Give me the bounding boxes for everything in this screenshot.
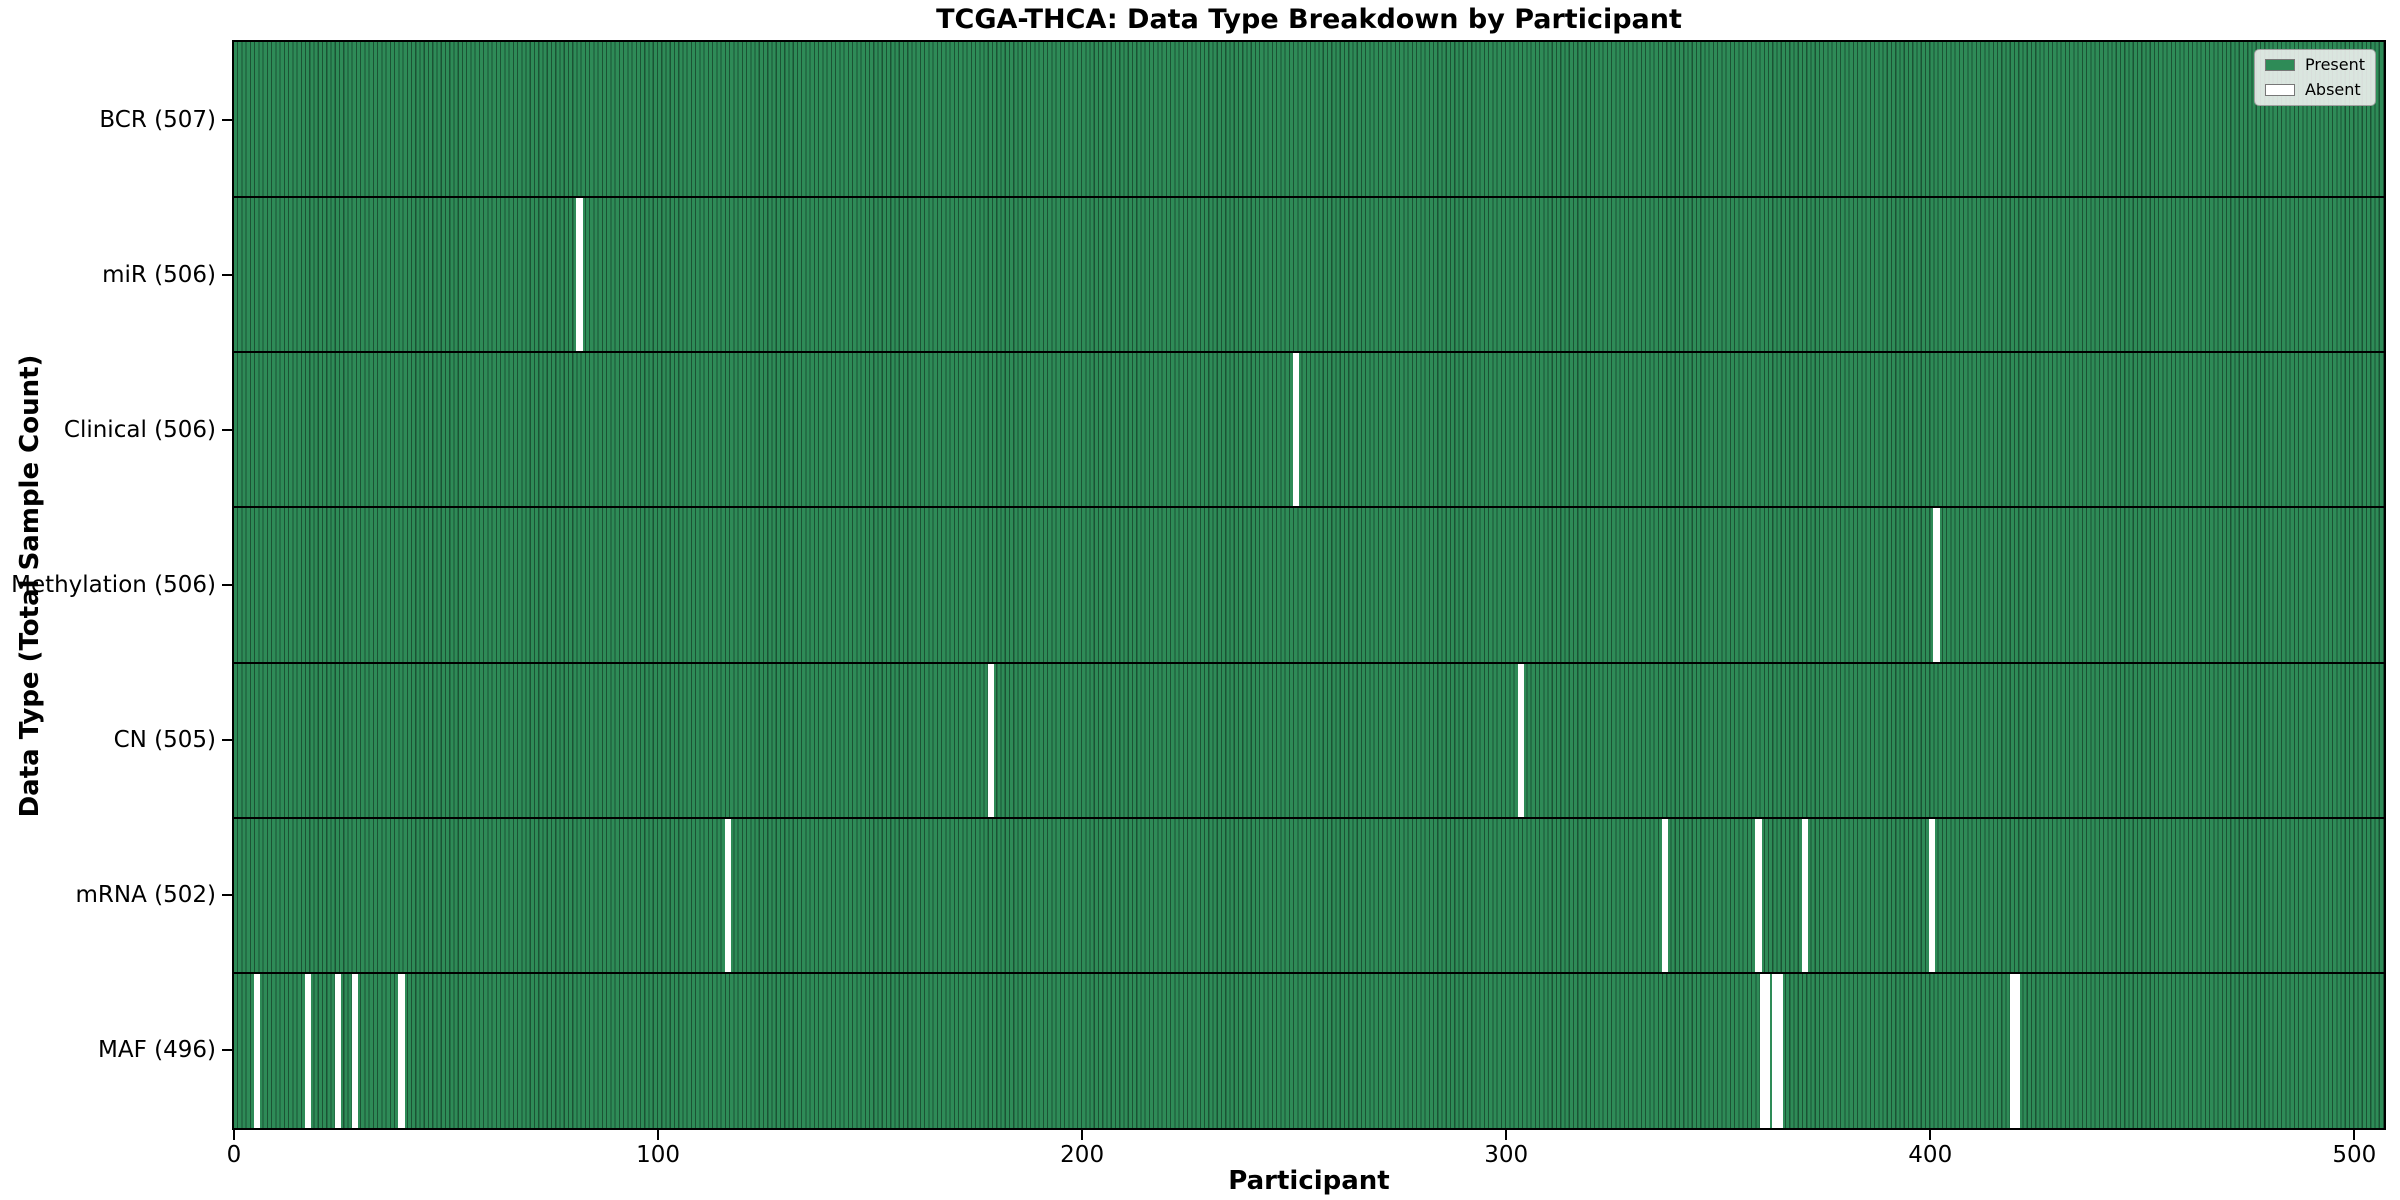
- absent-swatch-icon: [2264, 84, 2295, 96]
- row-separator: [234, 351, 2384, 354]
- heatmap-row-bcr: [234, 42, 2384, 198]
- absent-gap: [987, 662, 995, 818]
- y-tick-mark: [222, 1049, 232, 1052]
- absent-gap: [1759, 972, 1766, 1128]
- x-tick-label: 500: [2332, 1142, 2377, 1168]
- absent-gap: [1933, 507, 1940, 663]
- absent-gap: [576, 197, 583, 353]
- y-tick-label: miR (506): [102, 261, 216, 288]
- plot-area: Present Absent: [232, 40, 2386, 1130]
- absent-gap: [2009, 972, 2017, 1128]
- x-tick-mark: [1929, 1130, 1932, 1140]
- present-swatch-icon: [2264, 59, 2295, 71]
- heatmap-row-clinical: [234, 352, 2384, 508]
- absent-gap: [1662, 817, 1669, 973]
- row-separator: [234, 661, 2384, 664]
- absent-gap: [1755, 817, 1762, 973]
- heatmap-row-maf: [234, 972, 2384, 1128]
- absent-gap: [1776, 972, 1783, 1128]
- y-tick-mark: [222, 273, 232, 276]
- y-tick-label: MAF (496): [98, 1037, 216, 1064]
- heatmap-row-cn: [234, 662, 2384, 818]
- chart-title: TCGA-THCA: Data Type Breakdown by Partic…: [936, 4, 1682, 35]
- row-separator: [234, 816, 2384, 819]
- legend-entry-absent: Absent: [2264, 80, 2365, 99]
- y-tick-label: Methylation (506): [11, 572, 216, 598]
- heatmap-row-mrna: [234, 817, 2384, 973]
- x-axis-label: Participant: [1228, 1166, 1390, 1196]
- x-tick-label: 200: [1060, 1142, 1105, 1168]
- legend: Present Absent: [2253, 49, 2376, 106]
- x-tick-label: 100: [636, 1142, 681, 1168]
- y-tick-label: BCR (507): [99, 106, 216, 133]
- absent-gap: [2014, 972, 2021, 1128]
- x-tick-label: 400: [1908, 1142, 1953, 1168]
- absent-gap: [305, 972, 312, 1128]
- x-tick-mark: [233, 1130, 235, 1140]
- x-tick-mark: [1505, 1130, 1508, 1140]
- legend-label-present: Present: [2304, 55, 2365, 74]
- absent-gap: [724, 817, 732, 973]
- absent-gap: [1293, 352, 1300, 508]
- absent-gap: [351, 972, 358, 1128]
- y-tick-mark: [222, 118, 232, 121]
- absent-gap: [1929, 817, 1936, 973]
- row-separator: [234, 971, 2384, 974]
- legend-entry-present: Present: [2264, 55, 2365, 74]
- absent-gap: [254, 972, 261, 1128]
- x-tick-label: 0: [226, 1142, 242, 1168]
- y-tick-mark: [222, 894, 232, 897]
- y-tick-label: mRNA (502): [75, 882, 216, 909]
- x-tick-mark: [2353, 1130, 2356, 1140]
- absent-gap: [1802, 817, 1809, 973]
- heatmap-row-mir: [234, 197, 2384, 353]
- y-tick-label: CN (505): [113, 727, 216, 754]
- x-tick-label: 300: [1484, 1142, 1529, 1168]
- y-tick-mark: [222, 739, 232, 742]
- legend-label-absent: Absent: [2304, 80, 2361, 99]
- row-separator: [234, 506, 2384, 509]
- absent-gap: [334, 972, 341, 1128]
- absent-gap: [1772, 972, 1779, 1128]
- absent-gap: [1517, 662, 1525, 818]
- absent-gap: [398, 972, 405, 1128]
- y-tick-mark: [222, 428, 232, 431]
- y-tick-label: Clinical (506): [63, 416, 216, 443]
- x-tick-mark: [657, 1130, 660, 1140]
- absent-gap: [1763, 972, 1771, 1128]
- x-tick-mark: [1081, 1130, 1084, 1140]
- y-tick-mark: [222, 584, 232, 586]
- heatmap-row-methylation: [234, 507, 2384, 663]
- row-separator: [234, 196, 2384, 199]
